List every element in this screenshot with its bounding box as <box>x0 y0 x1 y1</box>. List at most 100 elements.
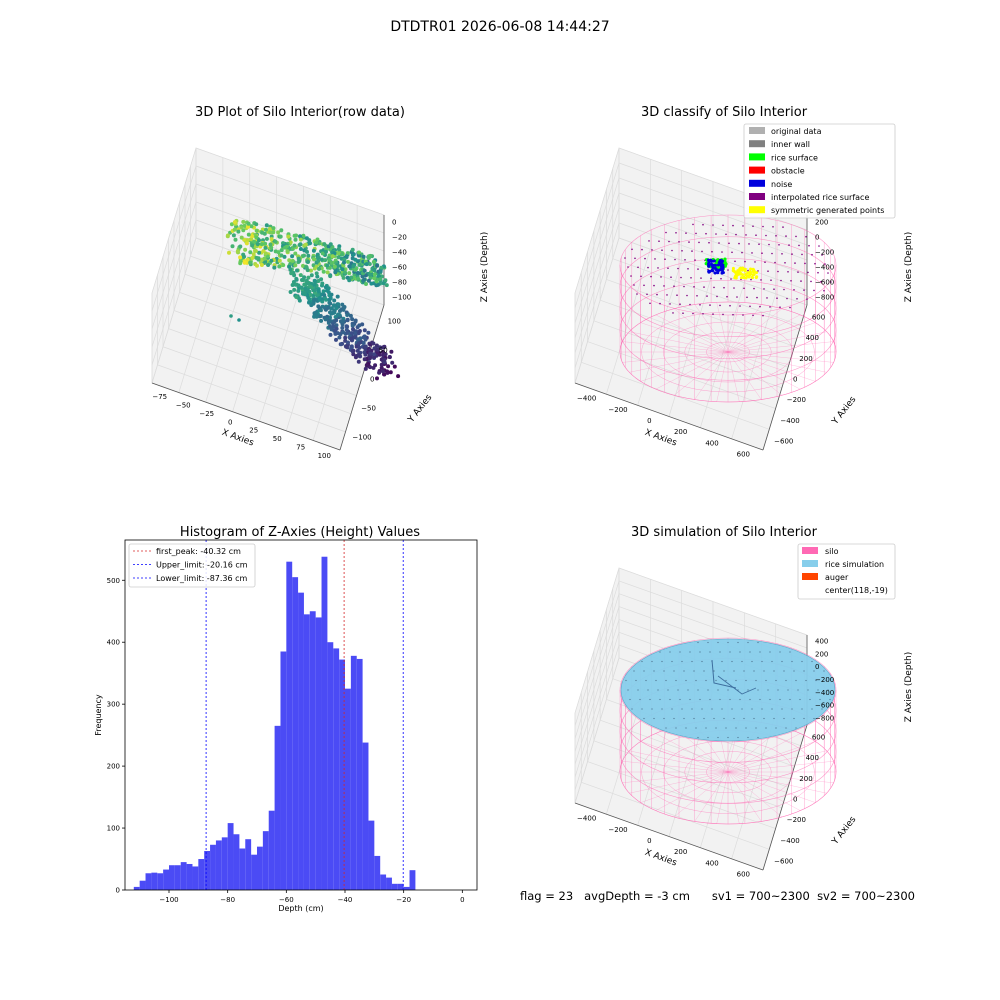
interpolated-point <box>651 249 653 251</box>
y-tick-label: −50 <box>361 405 376 413</box>
data-point <box>229 314 233 318</box>
data-point <box>337 335 342 340</box>
interpolated-point <box>659 302 661 305</box>
data-point <box>366 256 371 260</box>
data-point <box>225 233 230 238</box>
interpolated-point <box>681 250 683 252</box>
panel-simulation-3d-ylabel: Y Axies <box>830 815 859 848</box>
data-point <box>357 323 362 328</box>
rice-surface-point <box>717 641 719 644</box>
interpolated-point <box>778 244 780 246</box>
data-point <box>345 251 350 256</box>
interpolated-point <box>744 260 746 263</box>
silo-floor-spoke <box>622 761 834 783</box>
x-tick-label: −400 <box>577 395 596 403</box>
data-point <box>332 298 337 303</box>
rice-surface-point <box>671 708 673 710</box>
data-point <box>300 278 304 282</box>
data-point <box>324 249 328 254</box>
histogram-bar <box>245 839 252 890</box>
interpolated-point <box>657 267 659 269</box>
rice-surface-point <box>729 651 731 653</box>
interpolated-point <box>793 289 795 291</box>
data-point <box>378 269 383 274</box>
interpolated-point <box>701 250 703 253</box>
interpolated-point <box>709 304 711 306</box>
rice-surface-point <box>691 708 693 710</box>
z-tick-label: −200 <box>815 249 834 257</box>
interpolated-point <box>708 241 710 244</box>
panel-classify-3d-tick-labels: −400 −200 0 200 400 600 −600 −400 −200 0 200 400 600… <box>577 219 834 459</box>
interpolated-point <box>671 249 673 252</box>
z-tick-label: −40 <box>392 249 407 257</box>
interpolated-point <box>686 294 688 297</box>
rice-surface-point <box>703 717 705 720</box>
x-tick-label: −40 <box>338 896 353 904</box>
data-point <box>271 226 276 231</box>
interpolated-point <box>678 241 680 243</box>
data-point <box>369 281 374 286</box>
interpolated-point <box>692 312 694 315</box>
rice-surface-point <box>821 708 823 710</box>
gridline <box>574 580 808 727</box>
histogram-xlabel: Depth (cm) <box>278 904 323 913</box>
data-point <box>358 336 363 341</box>
data-point <box>383 352 388 357</box>
rice-surface-point <box>675 727 677 729</box>
histogram-bar <box>215 840 222 890</box>
data-point <box>238 244 243 249</box>
x-tick-label: −50 <box>176 402 191 410</box>
data-point <box>308 241 312 246</box>
data-point <box>361 254 366 259</box>
rice-surface-point <box>719 698 721 701</box>
histogram-plot-frame <box>124 539 478 891</box>
rice-surface-point <box>699 698 701 701</box>
interpolated-point <box>722 224 724 227</box>
y-tick-label: −100 <box>352 434 371 442</box>
interpolated-point <box>788 244 790 246</box>
data-point <box>294 276 299 281</box>
data-point <box>361 341 366 345</box>
data-point <box>335 294 340 299</box>
data-point <box>227 250 231 255</box>
data-point <box>242 260 247 265</box>
rice-surface-point <box>773 670 775 672</box>
x-tick-label: 200 <box>674 848 687 856</box>
data-point <box>363 344 368 349</box>
rice-surface-point <box>731 708 733 710</box>
x-tick-label: −400 <box>577 815 596 823</box>
gridline <box>574 207 808 354</box>
rice-surface-point <box>747 641 749 644</box>
data-point <box>236 229 241 234</box>
noise-point <box>720 269 724 273</box>
data-point <box>292 233 297 238</box>
data-point <box>330 254 335 259</box>
interpolated-point <box>728 242 730 245</box>
data-point <box>344 344 349 349</box>
data-point <box>331 303 336 308</box>
data-point <box>276 250 281 255</box>
data-point <box>229 222 234 227</box>
noise-point <box>712 263 716 267</box>
rice-surface-point <box>761 660 763 663</box>
rice-surface-point <box>699 651 701 653</box>
rice-surface-point <box>817 689 819 691</box>
data-point <box>380 349 385 354</box>
histogram-bar <box>327 642 334 890</box>
interpolated-point <box>747 269 749 272</box>
rice-surface-point <box>785 727 787 729</box>
data-point <box>344 327 349 332</box>
gridline <box>612 258 801 327</box>
gridline <box>151 201 385 348</box>
z-tick-label: −800 <box>815 294 834 302</box>
data-point <box>246 221 251 226</box>
data-point <box>307 300 311 305</box>
data-point <box>269 258 274 263</box>
rice-surface-point <box>747 736 749 739</box>
histogram-bar <box>321 556 328 890</box>
interpolated-point <box>803 289 805 291</box>
gridline <box>151 147 385 294</box>
interpolated-point <box>648 240 650 242</box>
rice-surface-point <box>635 679 637 682</box>
